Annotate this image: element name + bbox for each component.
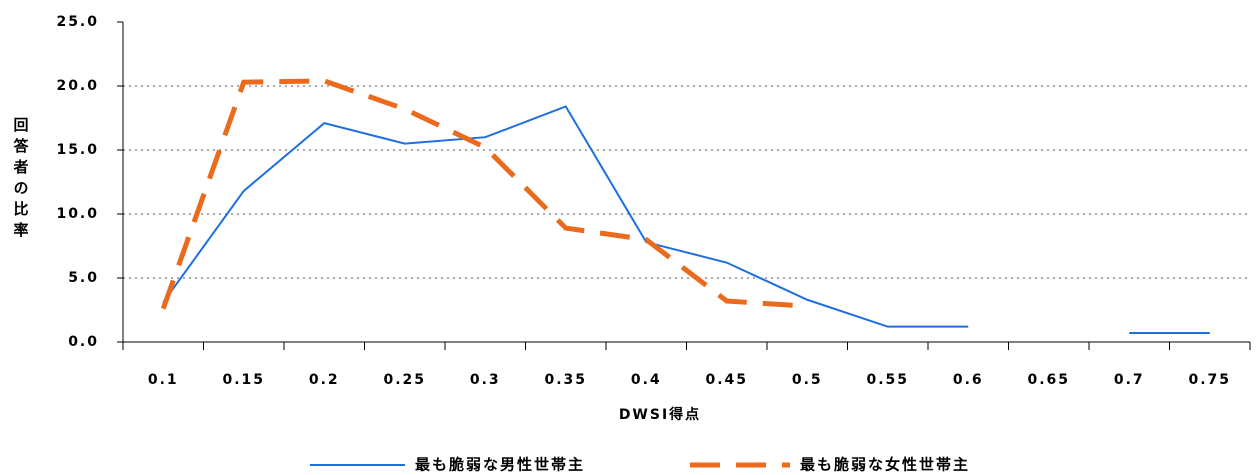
data-line xyxy=(160,78,808,310)
x-tick-label: 0.4 xyxy=(631,372,662,388)
y-tick-label: 5.0 xyxy=(68,270,99,286)
y-tick-label: 15.0 xyxy=(56,142,99,158)
x-tick-label: 0.45 xyxy=(705,372,748,388)
x-tick-label: 0.1 xyxy=(148,372,179,388)
x-tick-label: 0.75 xyxy=(1188,372,1231,388)
x-tick-label: 0.7 xyxy=(1114,372,1145,388)
x-tick-label: 0.55 xyxy=(866,372,909,388)
legend-label: 最も脆弱な女性世帯主 xyxy=(800,456,970,474)
x-tick-label: 0.35 xyxy=(544,372,587,388)
legend-label: 最も脆弱な男性世帯主 xyxy=(415,456,585,474)
y-tick-label: 20.0 xyxy=(56,78,99,94)
y-axis-label: 回答者の比率 xyxy=(12,117,30,243)
x-tick-label: 0.65 xyxy=(1027,372,1070,388)
y-tick-label: 10.0 xyxy=(56,206,99,222)
x-axis-label: DWSI得点 xyxy=(619,406,701,423)
x-tick-label: 0.2 xyxy=(309,372,340,388)
x-tick-label: 0.3 xyxy=(470,372,501,388)
x-tick-label: 0.25 xyxy=(383,372,426,388)
x-tick-label: 0.6 xyxy=(953,372,984,388)
y-tick-label: 25.0 xyxy=(56,14,99,30)
x-tick-label: 0.5 xyxy=(792,372,823,388)
x-tick-label: 0.15 xyxy=(222,372,265,388)
y-tick-label: 0.0 xyxy=(68,334,99,350)
data-line xyxy=(162,105,1210,335)
